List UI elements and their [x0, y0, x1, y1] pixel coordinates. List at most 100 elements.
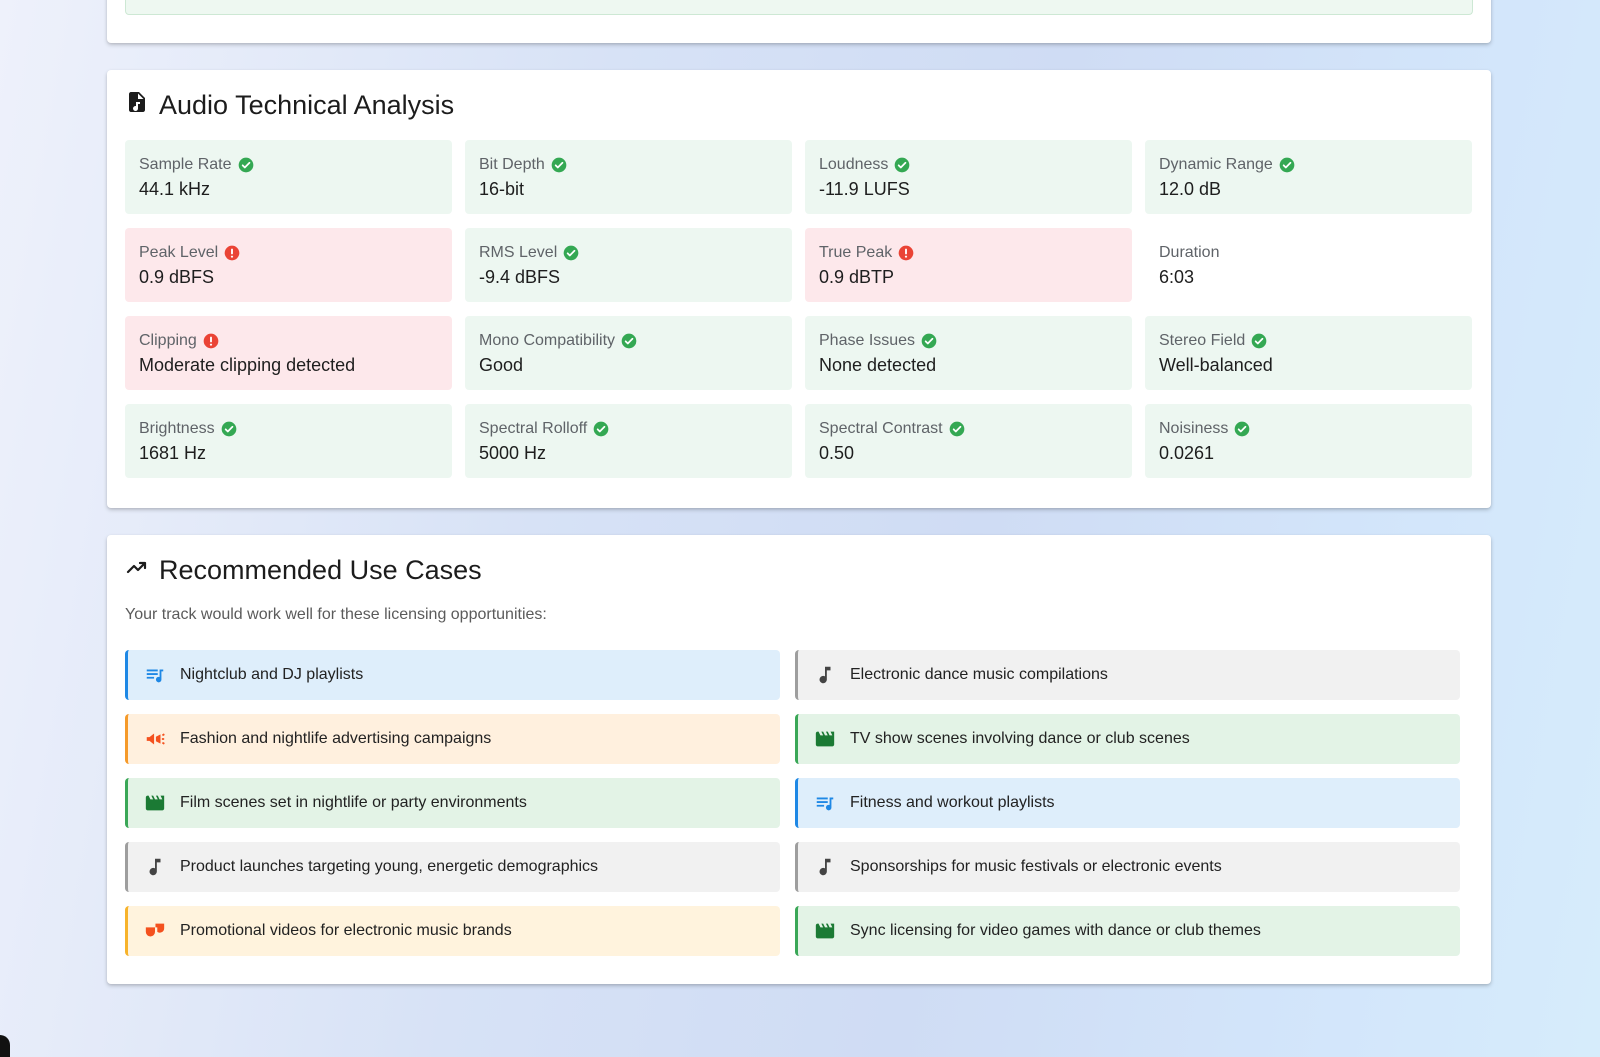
metric-label-row: Brightness	[139, 419, 438, 439]
use-case-item: Product launches targeting young, energe…	[125, 842, 780, 892]
metric-value: Moderate clipping detected	[139, 355, 356, 375]
metric-label-row: Duration	[1159, 243, 1458, 263]
metric-card: Stereo Field Well-balanced	[1145, 316, 1472, 390]
trending-up-icon	[125, 555, 149, 586]
technical-analysis-card: Audio Technical Analysis Sample Rate 44.1…	[107, 70, 1491, 508]
use-case-text: Fashion and nightlife advertising campai…	[180, 730, 492, 747]
check-circle-icon	[238, 157, 254, 173]
metric-label-row: Clipping	[139, 331, 438, 351]
metric-card: Spectral Rolloff 5000 Hz	[465, 404, 792, 478]
error-circle-icon	[203, 333, 219, 349]
playlist-icon	[144, 664, 166, 686]
metric-label-row: Mono Compatibility	[479, 331, 778, 351]
metric-label: Clipping	[139, 332, 197, 349]
metric-label: Duration	[1159, 244, 1220, 261]
check-circle-icon	[593, 421, 609, 437]
use-case-item: Fitness and workout playlists	[795, 778, 1460, 828]
metric-card: True Peak 0.9 dBTP	[805, 228, 1132, 302]
metric-label: Sample Rate	[139, 156, 232, 173]
metric-card: Duration 6:03	[1145, 228, 1472, 302]
check-circle-icon	[894, 157, 910, 173]
metric-value: 0.9 dBTP	[819, 267, 895, 287]
use-cases-subtitle: Your track would work well for these lic…	[125, 606, 547, 623]
music-note-icon	[144, 856, 166, 878]
music-note-icon	[814, 664, 836, 686]
clapperboard-icon	[814, 920, 836, 942]
use-case-text: Product launches targeting young, energe…	[180, 858, 599, 875]
metric-label: Phase Issues	[819, 332, 916, 349]
use-case-text: Electronic dance music compilations	[850, 666, 1108, 683]
use-case-text: Nightclub and DJ playlists	[180, 666, 364, 683]
previous-card	[107, 0, 1491, 43]
use-case-text: Sponsorships for music festivals or elec…	[850, 858, 1222, 875]
use-case-item: Sponsorships for music festivals or elec…	[795, 842, 1460, 892]
metric-value: 12.0 dB	[1159, 179, 1222, 199]
use-case-text: Promotional videos for electronic music …	[180, 922, 512, 939]
technical-analysis-heading: Audio Technical Analysis	[125, 90, 454, 121]
metric-label: Noisiness	[1159, 420, 1229, 437]
metric-value: None detected	[819, 355, 937, 375]
use-case-text: Fitness and workout playlists	[850, 794, 1055, 811]
check-circle-icon	[1251, 333, 1267, 349]
metric-label-row: Bit Depth	[479, 155, 778, 175]
metric-value: -11.9 LUFS	[819, 179, 910, 199]
check-circle-icon	[1279, 157, 1295, 173]
use-case-item: Fashion and nightlife advertising campai…	[125, 714, 780, 764]
use-case-item: Nightclub and DJ playlists	[125, 650, 780, 700]
metric-label: Peak Level	[139, 244, 219, 261]
metric-card: RMS Level -9.4 dBFS	[465, 228, 792, 302]
metric-label-row: Loudness	[819, 155, 1118, 175]
metric-card: Loudness -11.9 LUFS	[805, 140, 1132, 214]
check-circle-icon	[221, 421, 237, 437]
use-cases-title: Recommended Use Cases	[159, 555, 482, 585]
use-case-item: Film scenes set in nightlife or party en…	[125, 778, 780, 828]
use-case-item: Sync licensing for video games with danc…	[795, 906, 1460, 956]
metrics-grid: Sample Rate 44.1 kHz Bit Depth 16-bit Loudne…	[125, 140, 1473, 478]
metric-label-row: RMS Level	[479, 243, 778, 263]
metric-value: 0.50	[819, 443, 855, 463]
metric-label-row: Noisiness	[1159, 419, 1458, 439]
metric-label-row: Peak Level	[139, 243, 438, 263]
metric-label-row: Phase Issues	[819, 331, 1118, 351]
metric-label: Stereo Field	[1159, 332, 1246, 349]
check-circle-icon	[949, 421, 965, 437]
metric-label-row: Spectral Rolloff	[479, 419, 778, 439]
metric-value: 6:03	[1159, 267, 1195, 287]
metric-label: True Peak	[819, 244, 893, 261]
use-case-item: TV show scenes involving dance or club s…	[795, 714, 1460, 764]
metric-label-row: Spectral Contrast	[819, 419, 1118, 439]
error-circle-icon	[898, 245, 914, 261]
metric-card: Spectral Contrast 0.50	[805, 404, 1132, 478]
use-cases-card: Recommended Use Cases Your track would w…	[107, 535, 1491, 984]
metric-value: 5000 Hz	[479, 443, 547, 463]
metric-value: 0.9 dBFS	[139, 267, 215, 287]
metric-value: -9.4 dBFS	[479, 267, 561, 287]
metric-label: Loudness	[819, 156, 889, 173]
metric-value: Well-balanced	[1159, 355, 1273, 375]
technical-analysis-title: Audio Technical Analysis	[159, 90, 455, 120]
check-circle-icon	[551, 157, 567, 173]
metric-card: Bit Depth 16-bit	[465, 140, 792, 214]
playlist-icon	[814, 792, 836, 814]
megaphone-icon	[144, 728, 166, 750]
metric-value: 0.0261	[1159, 443, 1215, 463]
music-note-icon	[814, 856, 836, 878]
use-cases-heading: Recommended Use Cases	[125, 555, 482, 586]
previous-card-strip	[125, 0, 1473, 15]
check-circle-icon	[621, 333, 637, 349]
use-case-text: TV show scenes involving dance or club s…	[850, 730, 1190, 747]
metric-value: 44.1 kHz	[139, 179, 211, 199]
check-circle-icon	[1234, 421, 1250, 437]
metric-card: Sample Rate 44.1 kHz	[125, 140, 452, 214]
error-circle-icon	[224, 245, 240, 261]
clapperboard-icon	[814, 728, 836, 750]
audio-file-icon	[125, 90, 149, 121]
theater-masks-icon	[144, 920, 166, 942]
use-case-text: Sync licensing for video games with danc…	[850, 922, 1261, 939]
window-corner	[0, 1035, 10, 1057]
metric-value: Good	[479, 355, 524, 375]
use-case-item: Promotional videos for electronic music …	[125, 906, 780, 956]
metric-label-row: Stereo Field	[1159, 331, 1458, 351]
metric-card: Peak Level 0.9 dBFS	[125, 228, 452, 302]
metric-card: Phase Issues None detected	[805, 316, 1132, 390]
